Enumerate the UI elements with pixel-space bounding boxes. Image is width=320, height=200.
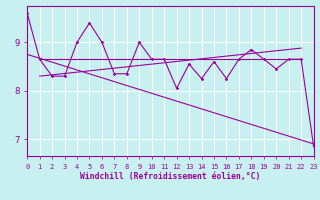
X-axis label: Windchill (Refroidissement éolien,°C): Windchill (Refroidissement éolien,°C): [80, 172, 260, 181]
